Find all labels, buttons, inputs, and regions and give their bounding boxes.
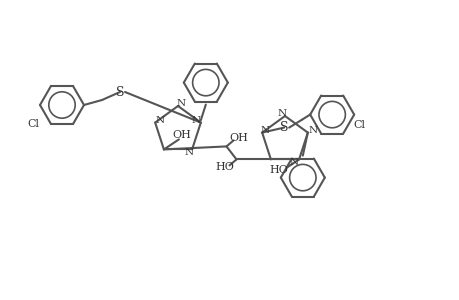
Text: HO: HO [269, 165, 288, 176]
Text: HO: HO [215, 162, 234, 172]
Text: N: N [260, 126, 269, 135]
Text: N: N [176, 98, 185, 107]
Text: OH: OH [172, 130, 191, 140]
Text: Cl: Cl [27, 119, 39, 129]
Text: N: N [184, 148, 193, 157]
Text: N: N [277, 109, 286, 118]
Text: S: S [280, 121, 288, 134]
Text: N: N [308, 126, 317, 135]
Text: S: S [116, 85, 124, 98]
Text: N: N [191, 116, 200, 125]
Text: OH: OH [229, 134, 247, 143]
Text: N: N [155, 116, 164, 125]
Text: N: N [289, 158, 298, 167]
Text: Cl: Cl [353, 120, 364, 130]
